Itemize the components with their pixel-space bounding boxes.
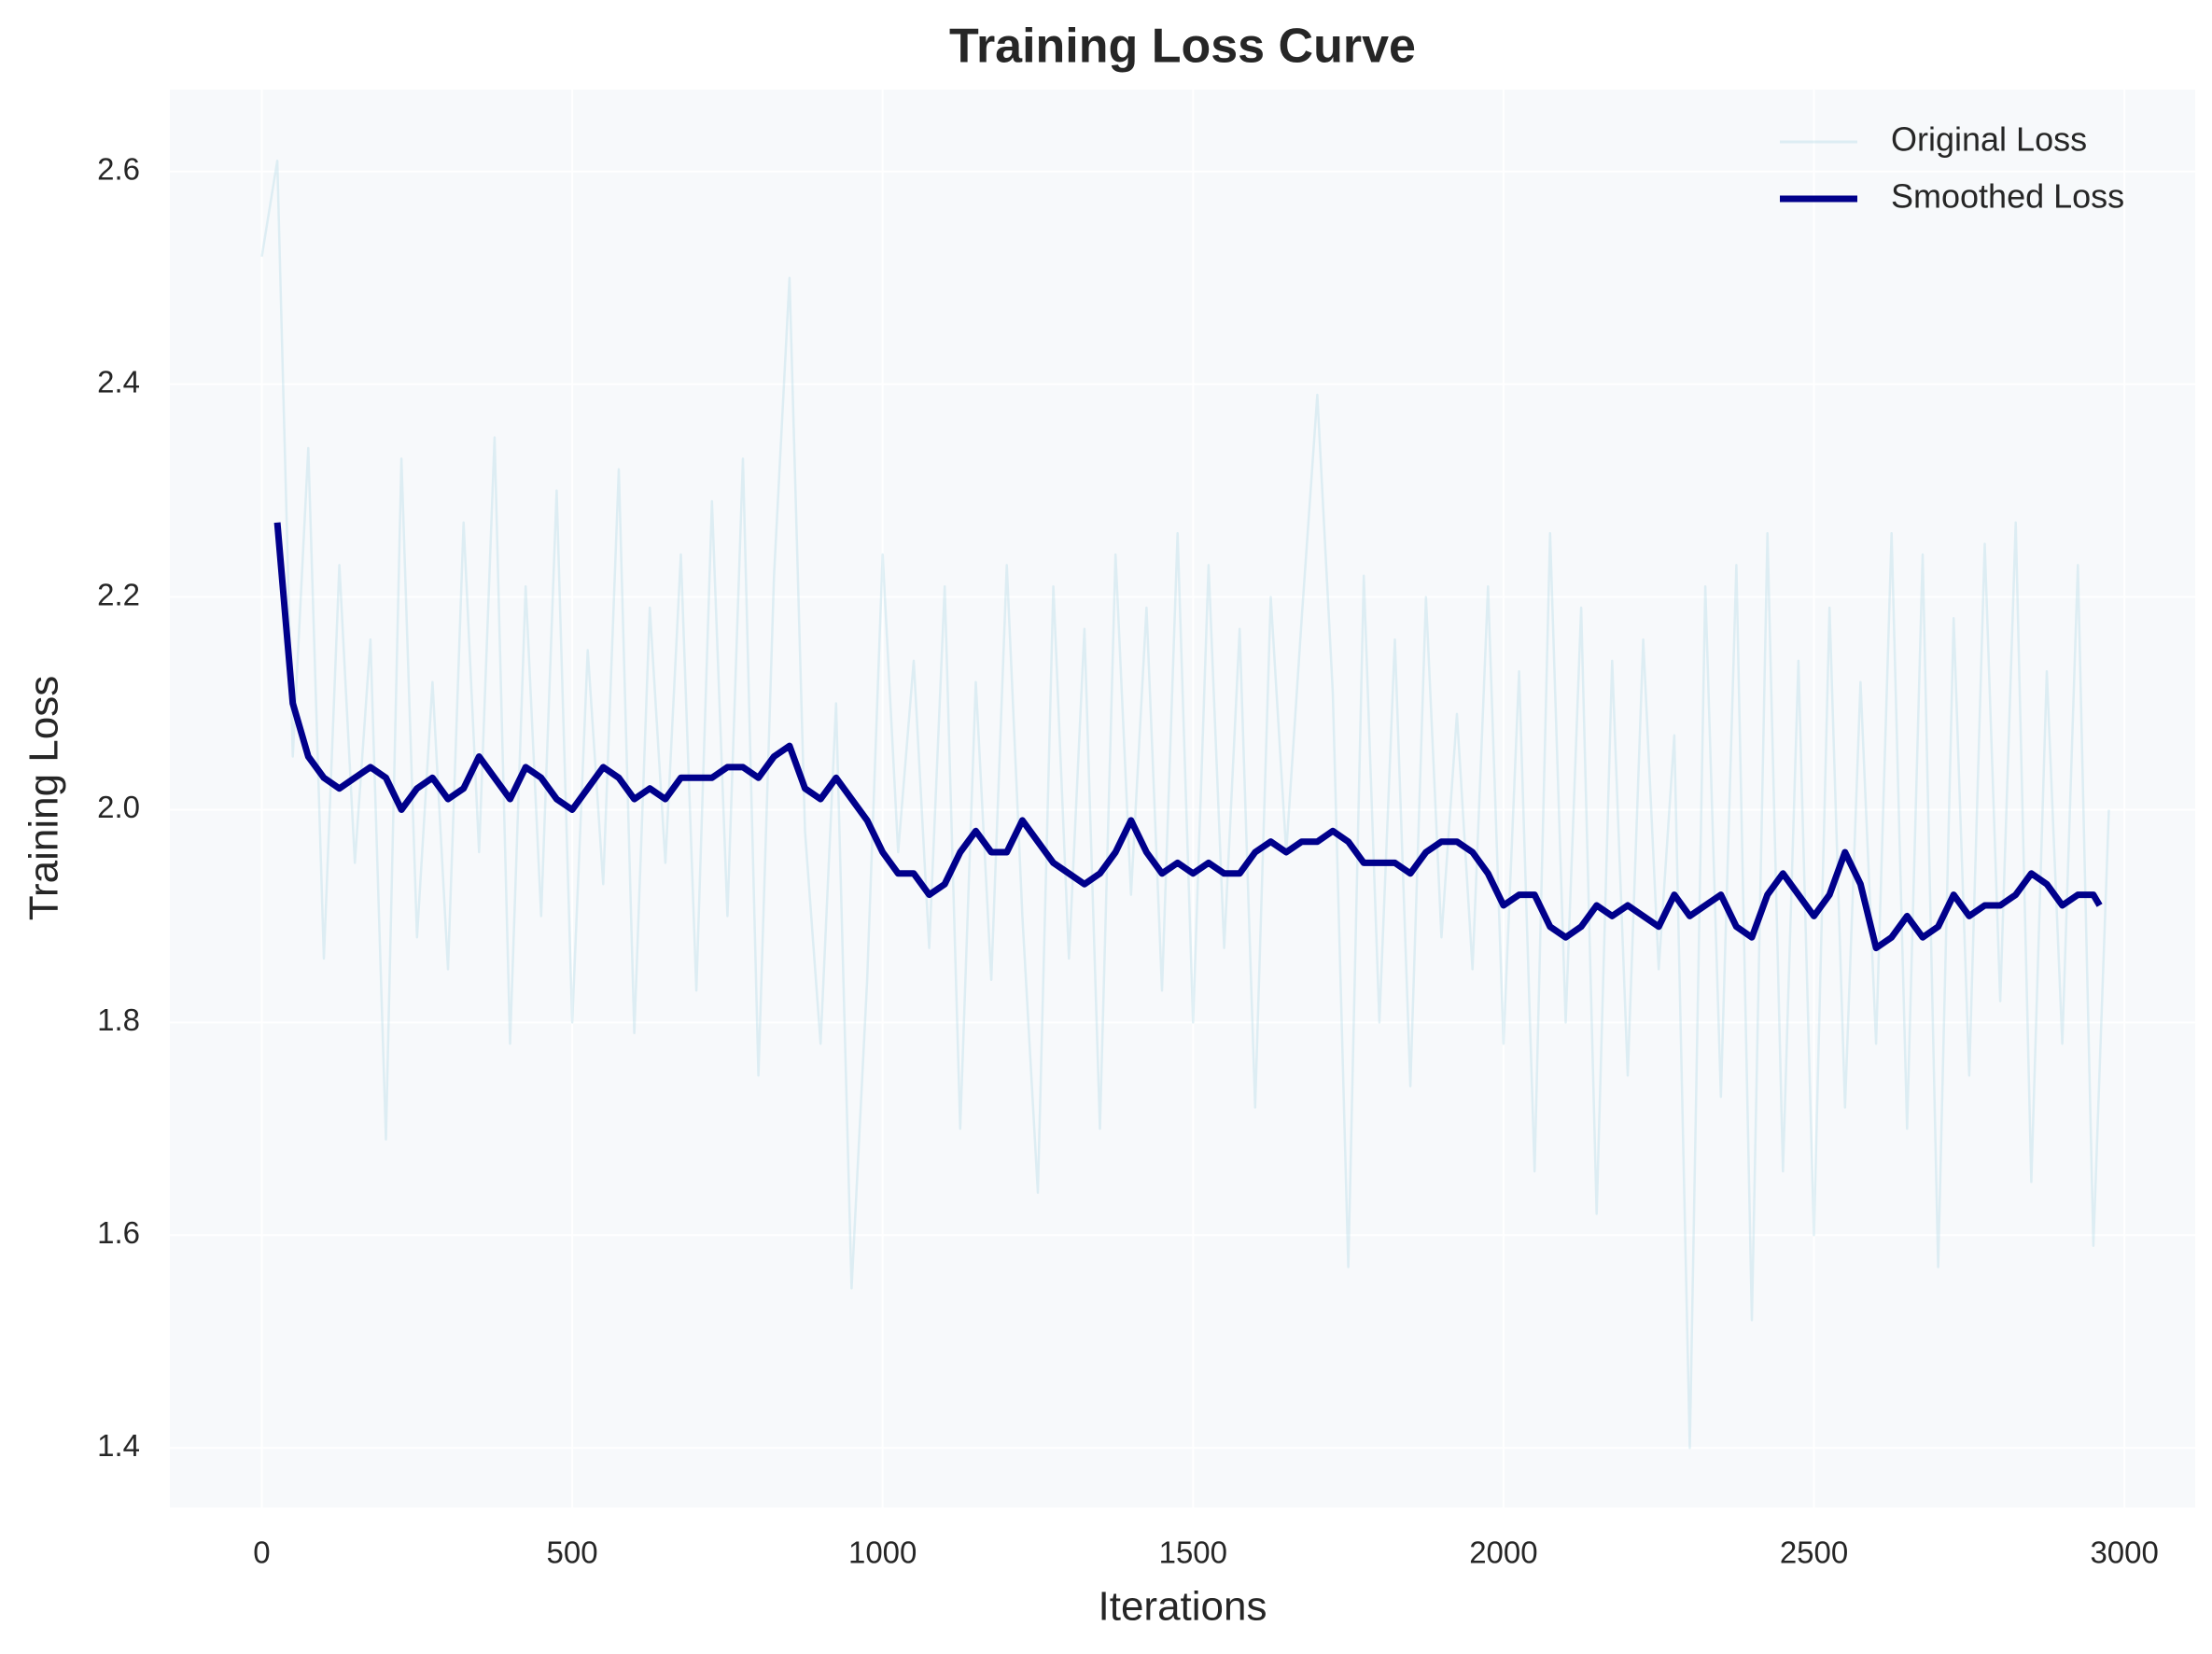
legend-label: Original Loss bbox=[1891, 120, 2087, 159]
y-axis-label: Training Loss bbox=[21, 676, 67, 921]
legend-label: Smoothed Loss bbox=[1891, 177, 2124, 216]
x-tick-label: 1000 bbox=[848, 1535, 917, 1570]
y-tick-label: 2.6 bbox=[97, 151, 140, 186]
y-tick-label: 2.4 bbox=[97, 364, 140, 399]
x-tick-label: 1500 bbox=[1159, 1535, 1227, 1570]
plot-area bbox=[170, 90, 2195, 1507]
x-tick-label: 2500 bbox=[1780, 1535, 1848, 1570]
x-tick-label: 0 bbox=[253, 1535, 270, 1570]
y-tick-label: 1.4 bbox=[97, 1428, 140, 1463]
chart-title: Training Loss Curve bbox=[949, 20, 1416, 74]
x-tick-label: 2000 bbox=[1469, 1535, 1537, 1570]
y-tick-label: 1.8 bbox=[97, 1002, 140, 1037]
y-tick-label: 2.0 bbox=[97, 790, 140, 824]
y-tick-label: 2.2 bbox=[97, 577, 140, 611]
x-tick-label: 3000 bbox=[2090, 1535, 2158, 1570]
x-tick-label: 500 bbox=[547, 1535, 598, 1570]
y-tick-label: 1.6 bbox=[97, 1215, 140, 1250]
x-axis-label: Iterations bbox=[1099, 1584, 1267, 1630]
smoothed-loss-line bbox=[273, 522, 2103, 952]
original-loss-line bbox=[260, 160, 2110, 1450]
